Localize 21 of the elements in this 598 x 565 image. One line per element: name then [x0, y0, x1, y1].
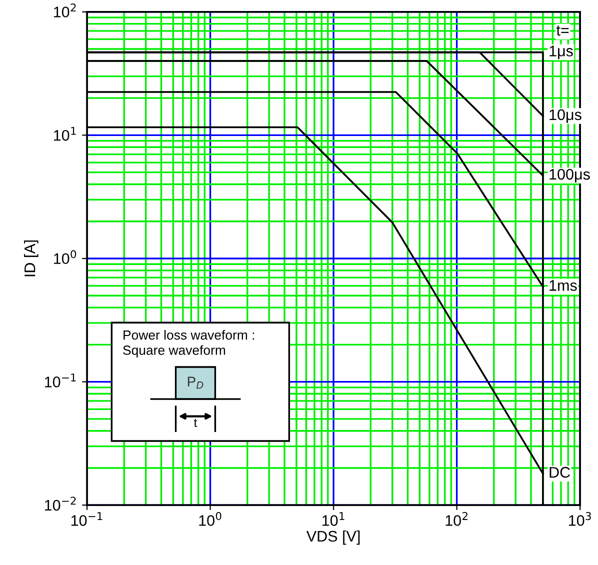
x-axis-title: VDS [V] — [306, 530, 360, 545]
x-tick-label: 10$^{0}$ — [199, 512, 222, 526]
series-label: DC — [550, 466, 570, 478]
series-label: 10μs — [550, 109, 582, 123]
annotation: P$_{D}$ — [188, 376, 204, 389]
series-label: 100μs — [550, 168, 590, 182]
series-label: 1ms — [550, 280, 577, 291]
annotation: Power loss waveform : Square waveform — [123, 330, 254, 358]
x-tick-label: 10$^{1}$ — [322, 512, 344, 526]
y-tick-label: 10$^{−2}$ — [44, 496, 76, 511]
y-tick-label: 10$^{2}$ — [54, 4, 76, 18]
x-tick-label: 10$^{−1}$ — [71, 512, 102, 526]
annotation: t= — [556, 26, 569, 36]
y-axis-title: ID [A] — [24, 240, 38, 276]
annotation: t — [194, 418, 198, 428]
x-tick-label: 10$^{2}$ — [446, 512, 468, 526]
y-tick-label: 10$^{−1}$ — [44, 374, 76, 388]
x-tick-label: 10$^{3}$ — [569, 512, 591, 526]
y-tick-label: 10$^{0}$ — [54, 250, 76, 264]
series-label: 1μs — [550, 46, 573, 60]
y-tick-label: 10$^{1}$ — [54, 126, 76, 141]
